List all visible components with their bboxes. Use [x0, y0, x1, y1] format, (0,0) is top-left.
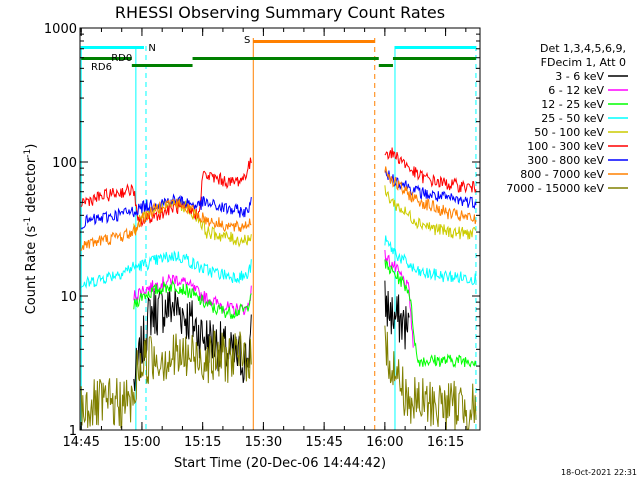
x-tick-label: 15:30 [245, 435, 282, 450]
series-line-800-7000-kev [384, 166, 477, 225]
night-bar [81, 46, 144, 49]
legend-header-detectors: Det 1,3,4,5,6,9, [540, 42, 626, 55]
series-line-7000-15000-kev [384, 325, 477, 431]
timestamp: 18-Oct-2021 22:31 [561, 468, 637, 477]
y-axis: 1 10 100 1000 [44, 22, 480, 439]
y-tick-label: 1 [69, 424, 77, 439]
series-line-3-6-kev [384, 280, 410, 350]
x-axis-label: Start Time (20-Dec-06 14:44:42) [174, 456, 386, 471]
y-tick-label: 100 [52, 156, 77, 171]
legend-label-50-100-kev: 50 - 100 keV [534, 126, 604, 139]
mode-bar [81, 57, 132, 60]
legend-label-3-6-kev: 3 - 6 keV [555, 70, 604, 83]
chart-title: RHESSI Observing Summary Count Rates [115, 3, 445, 22]
saa-bar [253, 40, 375, 43]
legend-label-300-800-kev: 300 - 800 keV [527, 154, 604, 167]
series-line-50-100-kev [384, 185, 477, 240]
legend-label-800-7000-kev: 800 - 7000 keV [520, 168, 604, 181]
legend-header-decimation: FDecim 1, Att 0 [541, 56, 626, 69]
series-line-25-50-kev [384, 235, 477, 286]
series-line-800-7000-kev [80, 198, 252, 251]
legend-label-7000-15000-kev: 7000 - 15000 keV [506, 182, 604, 195]
y-axis-label: Count Rate (s-1 detector-1) [23, 144, 39, 315]
series-line-3-6-kev [133, 287, 252, 392]
series-line-7000-15000-kev [80, 330, 252, 429]
legend-label-25-50-kev: 25 - 50 keV [541, 112, 604, 125]
mode-bar [131, 64, 193, 67]
marker-label-s: S [244, 35, 250, 46]
mode-bar [392, 57, 476, 60]
series-layer [80, 147, 477, 431]
y-tick-label: 1000 [44, 22, 77, 37]
plot-frame [79, 27, 481, 431]
legend-label-100-300-kev: 100 - 300 keV [527, 140, 604, 153]
x-axis: 14:45 15:00 15:15 15:30 15:45 16:00 16:15 [62, 28, 467, 450]
series-line-100-300-kev [384, 147, 477, 194]
mode-bar [192, 57, 379, 60]
marker-label-n: N [148, 43, 155, 54]
x-tick-label: 14:45 [62, 435, 99, 450]
y-tick-label: 10 [60, 290, 77, 305]
legend-label-6-12-kev: 6 - 12 keV [548, 84, 604, 97]
series-line-300-800-kev [384, 169, 477, 210]
marker-label-rd6: RD6 [91, 62, 112, 73]
series-line-100-300-kev [80, 157, 252, 228]
series-line-25-50-kev [80, 250, 252, 289]
series-line-12-25-kev [384, 259, 477, 369]
x-tick-label: 16:15 [427, 435, 464, 450]
mode-bar [378, 64, 393, 67]
marker-label-rd0: RD0 [111, 53, 132, 64]
series-line-6-12-kev [384, 249, 414, 348]
legend: Det 1,3,4,5,6,9, FDecim 1, Att 0 3 - 6 k… [506, 42, 628, 195]
legend-label-12-25-kev: 12 - 25 keV [541, 98, 604, 111]
x-tick-label: 15:00 [123, 435, 160, 450]
series-line-12-25-kev [133, 279, 252, 320]
x-tick-label: 16:00 [366, 435, 403, 450]
x-tick-label: 15:15 [184, 435, 221, 450]
x-tick-label: 15:45 [305, 435, 342, 450]
series-line-6-12-kev [133, 274, 252, 316]
night-bar [394, 46, 476, 49]
